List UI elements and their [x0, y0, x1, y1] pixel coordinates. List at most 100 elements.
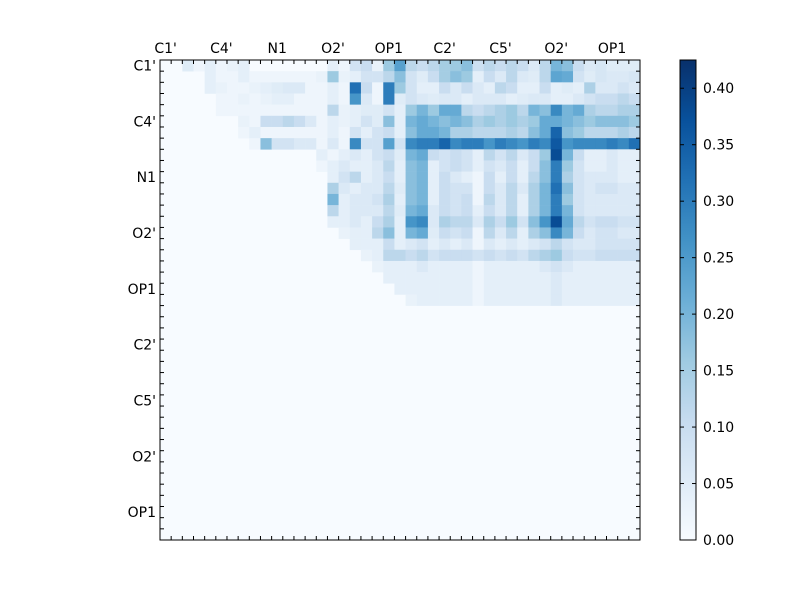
x-tick-label: N1 — [268, 41, 287, 57]
heatmap-cell — [394, 260, 406, 273]
heatmap-cell — [528, 82, 540, 94]
heatmap-cell — [305, 82, 317, 94]
heatmap-cell — [416, 138, 429, 150]
heatmap-cell — [606, 82, 618, 94]
heatmap-cell — [606, 93, 618, 105]
heatmap-cell — [293, 104, 306, 117]
heatmap-cell — [595, 71, 607, 83]
heatmap-cell — [383, 160, 395, 172]
heatmap-cell — [517, 182, 529, 195]
heatmap-cell — [372, 260, 384, 273]
heatmap-cell — [528, 216, 540, 228]
heatmap-cell — [628, 104, 641, 117]
heatmap-cell — [472, 149, 485, 161]
heatmap-cell — [405, 82, 418, 94]
heatmap-cell — [416, 93, 429, 105]
heatmap-cell — [405, 71, 418, 83]
heatmap-cell — [416, 272, 429, 284]
heatmap-cell — [561, 93, 574, 105]
heatmap-cell — [305, 93, 317, 105]
heatmap-cell — [595, 104, 607, 117]
heatmap-cell — [539, 104, 551, 117]
heatmap-cell — [539, 93, 551, 105]
heatmap-cell — [606, 160, 618, 172]
heatmap-cell — [483, 216, 496, 228]
heatmap-cell — [427, 283, 440, 295]
heatmap-cell — [427, 104, 440, 117]
heatmap-cell — [450, 272, 462, 284]
heatmap-cell — [595, 182, 607, 195]
heatmap-cell — [182, 60, 194, 72]
heatmap-cell — [506, 227, 518, 239]
heatmap-cell — [439, 294, 451, 306]
heatmap-cell — [528, 93, 540, 105]
heatmap-cell — [617, 182, 630, 195]
heatmap-cell — [204, 82, 217, 94]
heatmap-cell — [260, 82, 272, 94]
heatmap-cell — [215, 82, 228, 94]
heatmap-cell — [405, 272, 418, 284]
heatmap-cell — [461, 171, 473, 184]
heatmap-cell — [606, 171, 618, 184]
heatmap-cell — [316, 138, 328, 150]
heatmap-cell — [573, 238, 585, 251]
heatmap-cell — [450, 249, 462, 262]
heatmap-cell — [427, 294, 440, 306]
heatmap-cell — [316, 149, 328, 161]
heatmap-cell — [483, 126, 496, 139]
heatmap-cell — [561, 115, 574, 128]
heatmap-cell — [372, 149, 384, 161]
heatmap-cell — [450, 126, 462, 139]
heatmap-cell — [595, 138, 607, 150]
heatmap-cell — [427, 71, 440, 83]
heatmap-cell — [517, 238, 529, 251]
heatmap-cell — [416, 71, 429, 83]
heatmap-cell — [506, 104, 518, 117]
heatmap-cell — [349, 60, 362, 72]
heatmap-cell — [394, 193, 406, 206]
heatmap-cell — [327, 93, 339, 105]
heatmap-cell — [539, 283, 551, 295]
heatmap-cell — [260, 115, 272, 128]
heatmap-cell — [215, 60, 228, 72]
heatmap-cell — [383, 260, 395, 273]
heatmap-cell — [561, 238, 574, 251]
heatmap-cell — [293, 82, 306, 94]
heatmap-cell — [483, 227, 496, 239]
heatmap-cell — [394, 171, 406, 184]
heatmap-cell — [427, 227, 440, 239]
heatmap-cell — [260, 126, 272, 139]
heatmap-cell — [573, 138, 585, 150]
heatmap-cell — [617, 71, 630, 83]
heatmap-cell — [405, 249, 418, 262]
heatmap-cell — [506, 60, 518, 72]
heatmap-cell — [617, 294, 630, 306]
heatmap-cell — [383, 227, 395, 239]
heatmap-cell — [349, 238, 362, 251]
heatmap-cell — [584, 227, 596, 239]
heatmap-cell — [528, 71, 540, 83]
heatmap-cell — [394, 115, 406, 128]
heatmap-cell — [483, 71, 496, 83]
heatmap-cell — [360, 205, 373, 217]
heatmap-cell — [584, 60, 596, 72]
heatmap-cell — [506, 205, 518, 217]
heatmap-cell — [450, 60, 462, 72]
heatmap-cell — [573, 60, 585, 72]
heatmap-cell — [394, 227, 406, 239]
heatmap-cell — [316, 126, 328, 139]
heatmap-cell — [461, 138, 473, 150]
heatmap-cell — [327, 160, 339, 172]
heatmap-cell — [628, 171, 641, 184]
heatmap-cell — [573, 82, 585, 94]
y-tick-label: C1' — [133, 59, 156, 75]
heatmap-cell — [539, 249, 551, 262]
heatmap-cell — [372, 238, 384, 251]
heatmap-cell — [349, 126, 362, 139]
heatmap-cell — [561, 138, 574, 150]
heatmap-cell — [394, 93, 406, 105]
heatmap-cell — [472, 294, 485, 306]
heatmap-cell — [472, 171, 485, 184]
heatmap-cell — [360, 115, 373, 128]
heatmap-cell — [606, 126, 618, 139]
